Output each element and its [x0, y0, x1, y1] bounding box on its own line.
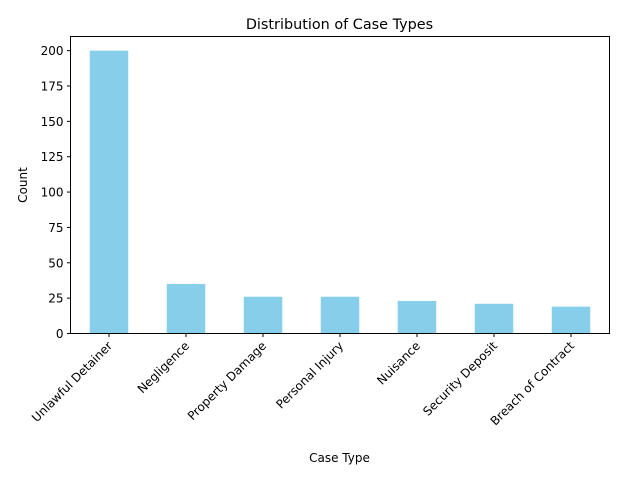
y-tick-label: 50: [48, 256, 63, 270]
y-tick-label: 75: [48, 221, 63, 235]
x-axis-label: Case Type: [309, 451, 370, 465]
x-tick-label: Security Deposit: [420, 339, 500, 419]
plot-frame: [70, 36, 610, 334]
bar-property-damage: [243, 296, 283, 334]
x-tick-label: Negligence: [135, 339, 192, 396]
x-tick-label: Breach of Contract: [488, 339, 578, 429]
bars-group: [89, 50, 591, 334]
bar-nuisance: [397, 300, 437, 334]
y-axis-label: Count: [16, 167, 30, 203]
bar-personal-injury: [320, 296, 360, 334]
y-tick-label: 0: [56, 327, 64, 341]
y-tick-label: 150: [41, 115, 64, 129]
y-tick-label: 200: [41, 44, 64, 58]
y-tick-label: 125: [41, 150, 64, 164]
bar-security-deposit: [474, 303, 514, 334]
y-axis: 0 25 50 75 100 125 150 175 200: [41, 44, 71, 341]
bar-breach-of-contract: [551, 306, 591, 334]
y-tick-label: 100: [41, 186, 64, 200]
bar-negligence: [166, 284, 206, 334]
bar-unlawful-detainer: [89, 50, 129, 334]
y-tick-label: 25: [48, 292, 63, 306]
x-tick-label: Unlawful Detainer: [29, 339, 115, 425]
chart-title: Distribution of Case Types: [246, 17, 433, 33]
x-tick-label: Property Damage: [185, 339, 269, 423]
x-tick-label: Personal Injury: [273, 339, 346, 412]
y-tick-label: 175: [41, 80, 64, 94]
x-tick-label: Nuisance: [374, 339, 423, 388]
